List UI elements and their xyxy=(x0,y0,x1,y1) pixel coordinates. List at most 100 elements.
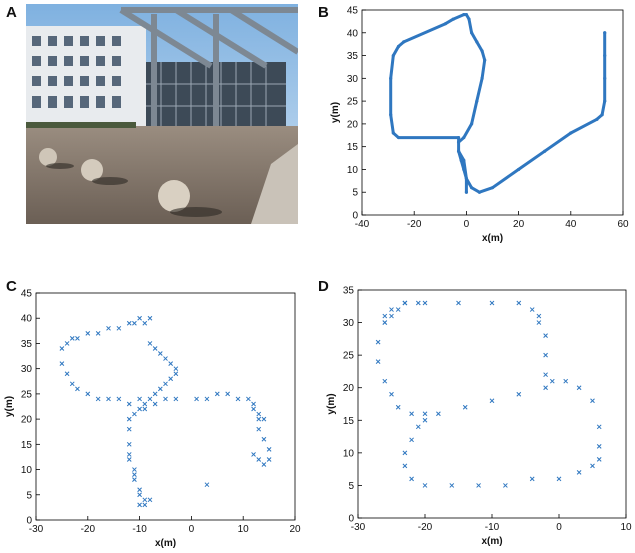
scatter-point xyxy=(389,313,394,319)
scatter-point xyxy=(402,463,408,469)
chart-d-scatter: -30 -20 -10 0 10 0 5 10 15 20 25 30 35 x(m) y(m) xyxy=(326,286,632,548)
trajectory-point xyxy=(389,113,393,117)
trajectory-point xyxy=(464,190,468,194)
trajectory-point xyxy=(456,140,461,144)
y-tick-label: 30 xyxy=(21,364,33,375)
scatter-point xyxy=(256,426,262,432)
scatter-point xyxy=(95,331,101,336)
scatter-point xyxy=(157,386,163,392)
scatter-point xyxy=(596,424,602,430)
x-tick-label: 0 xyxy=(464,219,470,230)
scatter-point xyxy=(596,443,602,449)
photo-canopy-frame xyxy=(119,7,298,132)
plot-frame xyxy=(361,9,624,216)
x-tick-label: -20 xyxy=(81,524,96,535)
y-axis-label: y(m) xyxy=(326,393,337,414)
scatter-point xyxy=(147,315,153,321)
scatter-point xyxy=(132,411,137,417)
x-tick-label: 0 xyxy=(556,522,562,533)
trajectory-point xyxy=(603,31,607,35)
scatter-point xyxy=(382,378,388,384)
scatter-point xyxy=(449,483,455,488)
trajectory-point xyxy=(456,149,461,153)
scatter-point xyxy=(64,371,70,377)
scatter-point xyxy=(246,396,251,402)
trajectory-point xyxy=(543,149,547,153)
scatter-point xyxy=(529,476,535,482)
photo-plaza-ground xyxy=(26,126,298,224)
trajectory-point xyxy=(451,17,455,21)
scatter-point xyxy=(261,436,267,442)
scatter-point xyxy=(137,315,142,321)
scatter-point xyxy=(422,417,428,423)
scatter-point xyxy=(422,300,428,306)
scatter-point xyxy=(147,396,153,402)
trajectory-point xyxy=(483,58,487,62)
scatter-point xyxy=(536,320,542,325)
y-tick-label: 15 xyxy=(21,440,33,451)
scatter-point xyxy=(142,406,148,412)
x-tick-label: -10 xyxy=(485,522,500,533)
y-tick-label: 20 xyxy=(21,415,33,426)
scatter-point xyxy=(69,381,75,387)
scatter-point xyxy=(142,401,148,407)
scatter-point xyxy=(489,398,495,404)
scatter-point xyxy=(395,404,401,410)
scatter-point xyxy=(256,457,262,462)
scatter-point xyxy=(576,470,582,475)
x-tick-label: -40 xyxy=(355,219,370,230)
scatter-point xyxy=(415,424,421,430)
y-tick-label: 45 xyxy=(347,6,359,17)
scatter-point xyxy=(173,396,179,402)
x-tick-label: 60 xyxy=(617,219,629,230)
trajectory-point xyxy=(462,158,466,162)
y-tick-label: 0 xyxy=(348,514,354,525)
trajectory-point xyxy=(603,53,607,58)
scatter-point xyxy=(142,497,148,503)
trajectory-point xyxy=(477,190,482,194)
scatter-point xyxy=(536,313,542,319)
trajectory-point xyxy=(396,135,401,140)
scatter-point xyxy=(75,336,80,341)
y-tick-label: 5 xyxy=(352,188,358,199)
trajectory-point xyxy=(475,99,479,103)
scatter-point xyxy=(147,497,153,503)
scatter-point xyxy=(503,483,508,488)
scatter-point xyxy=(596,457,602,462)
y-tick-label: 35 xyxy=(343,286,355,297)
y-tick-label: 20 xyxy=(343,383,355,394)
scatter-point xyxy=(173,366,179,372)
scatter-point xyxy=(168,361,174,366)
scatter-point xyxy=(456,300,461,306)
trajectory-point xyxy=(402,40,406,44)
scatter-point xyxy=(576,385,582,391)
trajectory-point xyxy=(464,176,468,181)
x-tick-label: -30 xyxy=(29,524,44,535)
scatter-point xyxy=(590,463,595,469)
scatter-point xyxy=(106,396,111,402)
y-tick-label: 0 xyxy=(352,211,358,222)
trajectory-point xyxy=(480,76,484,80)
scatter-point xyxy=(147,341,153,346)
y-tick-label: 30 xyxy=(347,74,359,85)
y-axis-label: y(m) xyxy=(330,102,341,123)
x-axis-label: x(m) xyxy=(155,538,176,549)
scatter-point xyxy=(126,416,132,422)
trajectory-point xyxy=(462,167,466,172)
y-tick-label: 5 xyxy=(26,490,32,501)
building-photo xyxy=(26,4,298,224)
y-tick-label: 40 xyxy=(21,314,33,325)
scatter-point xyxy=(436,411,441,417)
panel-letter-a: A xyxy=(6,4,17,21)
trajectory-point xyxy=(443,22,448,26)
scatter-point xyxy=(375,339,381,345)
y-tick-label: 25 xyxy=(21,389,33,400)
scatter-point xyxy=(132,320,137,326)
trajectory-point xyxy=(470,31,474,35)
scatter-point xyxy=(69,336,75,341)
scatter-point xyxy=(59,346,65,351)
x-tick-label: 20 xyxy=(289,524,301,535)
y-tick-label: 35 xyxy=(21,339,33,350)
y-tick-label: 5 xyxy=(348,481,354,492)
trajectory-point xyxy=(470,122,474,126)
